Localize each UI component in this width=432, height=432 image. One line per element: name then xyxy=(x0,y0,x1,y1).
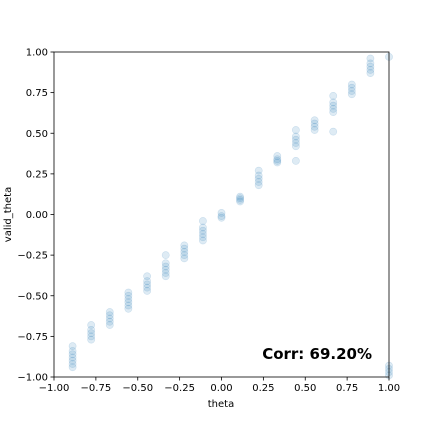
data-point xyxy=(181,255,188,262)
x-tick-label: 1.00 xyxy=(378,383,400,394)
data-point xyxy=(199,237,206,244)
x-tick-label: −1.00 xyxy=(39,383,70,394)
y-tick-label: −0.75 xyxy=(17,332,48,343)
data-point xyxy=(330,128,337,135)
data-point xyxy=(311,126,318,133)
y-tick-label: −1.00 xyxy=(17,373,48,384)
data-point xyxy=(218,214,225,221)
data-point xyxy=(367,70,374,77)
data-point xyxy=(292,157,299,164)
data-point xyxy=(88,336,95,343)
data-point xyxy=(292,126,299,133)
y-tick-label: −0.25 xyxy=(17,251,48,262)
data-point xyxy=(330,109,337,116)
x-tick-label: 0.50 xyxy=(294,383,316,394)
data-point xyxy=(106,321,113,328)
y-tick-label: 0.50 xyxy=(26,129,48,140)
y-tick-label: −0.50 xyxy=(17,291,48,302)
data-point xyxy=(199,217,206,224)
x-tick-label: −0.25 xyxy=(164,383,195,394)
data-point xyxy=(236,198,243,205)
data-point xyxy=(255,182,262,189)
y-tick-label: 0.75 xyxy=(26,88,48,99)
x-tick-label: 0.75 xyxy=(336,383,358,394)
data-point xyxy=(125,305,132,312)
data-point xyxy=(348,91,355,98)
y-tick-label: 1.00 xyxy=(26,48,48,59)
data-point xyxy=(274,159,281,166)
data-point xyxy=(69,364,76,371)
data-point xyxy=(144,287,151,294)
x-tick-label: −0.50 xyxy=(122,383,153,394)
x-tick-label: −0.75 xyxy=(81,383,112,394)
y-tick-label: 0.00 xyxy=(26,210,48,221)
data-point xyxy=(330,92,337,99)
data-point xyxy=(162,252,169,259)
data-point xyxy=(292,143,299,150)
x-axis-title: theta xyxy=(208,399,234,410)
data-point xyxy=(162,273,169,280)
correlation-annotation: Corr: 69.20% xyxy=(262,345,372,363)
x-tick-label: 0.25 xyxy=(252,383,274,394)
y-tick-label: 0.25 xyxy=(26,169,48,180)
x-tick-label: 0.00 xyxy=(210,383,232,394)
y-axis-title: valid_theta xyxy=(3,187,14,242)
